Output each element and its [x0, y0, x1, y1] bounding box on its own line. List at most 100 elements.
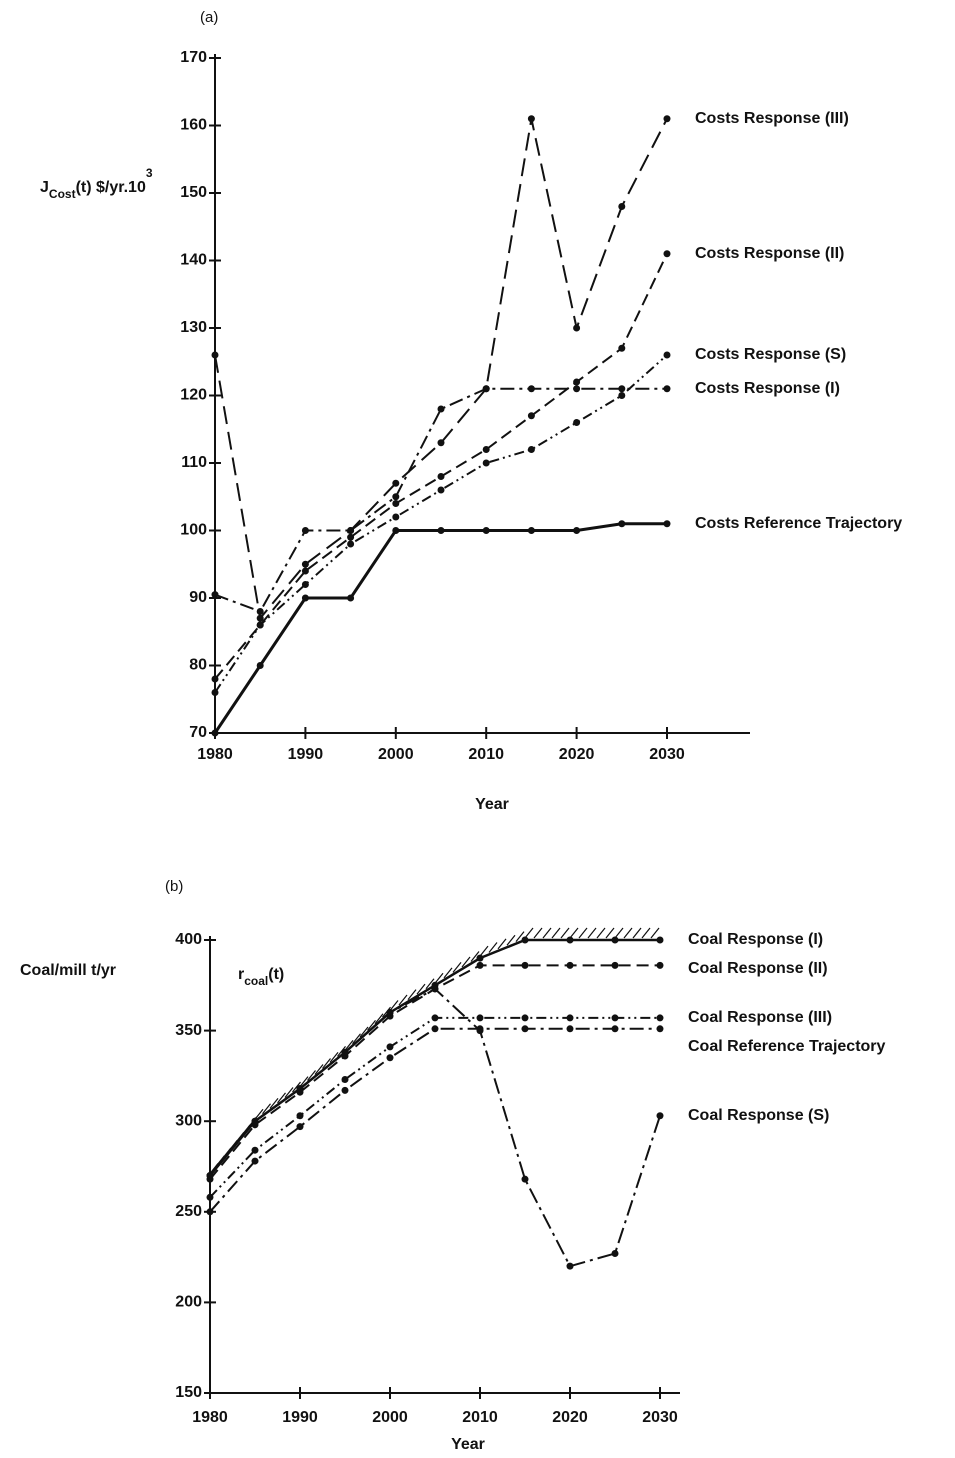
label-part: r — [238, 966, 244, 983]
x-axis-label: Year — [475, 796, 509, 813]
hatch — [560, 927, 570, 939]
point — [341, 1086, 349, 1094]
legend-label: Costs Response (I) — [695, 380, 840, 397]
x-tick-label: 1990 — [282, 1409, 318, 1426]
y-tick-label: 90 — [189, 589, 207, 606]
point — [347, 594, 355, 602]
y-tick-label: 350 — [175, 1022, 202, 1039]
point — [211, 351, 219, 359]
point — [566, 1262, 574, 1270]
point — [656, 1014, 664, 1022]
point — [437, 473, 445, 480]
y-tick-label: 110 — [181, 454, 207, 471]
point — [521, 1025, 529, 1033]
hatch — [389, 1000, 399, 1011]
hatch — [262, 1103, 271, 1115]
point — [482, 459, 490, 467]
y-tick-label: 80 — [189, 657, 207, 674]
hatch — [425, 978, 435, 990]
x-tick-label: 1990 — [288, 746, 324, 763]
hatch — [578, 927, 588, 939]
point — [301, 594, 309, 602]
label-part: coal — [244, 974, 268, 988]
point — [521, 961, 529, 969]
legend-label: Coal Response (II) — [688, 960, 828, 977]
hatch — [506, 934, 516, 946]
point — [618, 520, 626, 528]
point — [386, 1008, 394, 1016]
y-tick-label: 300 — [175, 1112, 202, 1129]
point — [431, 985, 439, 993]
point — [347, 533, 355, 541]
series-line — [214, 253, 668, 680]
point — [211, 675, 219, 683]
x-tick-label: 2010 — [468, 746, 504, 763]
hatch — [314, 1064, 324, 1075]
hatch — [374, 1013, 384, 1025]
point — [527, 412, 535, 420]
point — [656, 1112, 664, 1120]
point — [611, 961, 619, 969]
point — [476, 961, 484, 969]
point — [663, 520, 671, 528]
point — [482, 527, 490, 534]
hatch — [352, 1033, 361, 1045]
series-line — [213, 522, 667, 734]
hatch — [470, 951, 480, 962]
x-tick-label: 2010 — [462, 1409, 498, 1426]
point — [392, 500, 400, 507]
y-tick-label: 200 — [175, 1294, 202, 1311]
point — [251, 1117, 259, 1125]
point — [618, 344, 626, 352]
point — [618, 392, 626, 399]
series-line — [214, 118, 668, 621]
legend-label: Coal Reference Trajectory — [688, 1038, 886, 1055]
point — [482, 446, 490, 453]
point — [431, 1025, 439, 1033]
point — [251, 1146, 259, 1154]
point — [347, 540, 355, 548]
hatch — [443, 967, 453, 979]
point — [566, 936, 574, 944]
legend-label: Costs Response (II) — [695, 245, 844, 262]
point — [527, 115, 535, 123]
point — [521, 1175, 529, 1183]
point — [566, 961, 574, 969]
hatch — [359, 1026, 369, 1038]
point — [206, 1208, 214, 1216]
point — [392, 479, 400, 487]
point — [347, 527, 355, 534]
label-part: (t) — [268, 966, 284, 983]
hatch — [344, 1039, 354, 1051]
point — [476, 1014, 484, 1022]
hatch — [569, 927, 579, 939]
hatch — [479, 945, 489, 957]
x-tick-label: 2000 — [378, 746, 414, 763]
point — [211, 729, 219, 737]
point — [656, 961, 664, 969]
point — [437, 405, 445, 413]
point — [301, 581, 309, 588]
hatch — [452, 962, 462, 973]
point — [256, 614, 264, 622]
point — [301, 560, 309, 568]
hatch — [488, 942, 498, 953]
point — [211, 689, 219, 696]
point — [573, 419, 581, 426]
point — [206, 1172, 214, 1180]
point — [392, 527, 400, 534]
hatch — [284, 1087, 294, 1098]
legend-label: Costs Reference Trajectory — [695, 515, 902, 532]
hatch — [542, 927, 552, 939]
point — [611, 1249, 619, 1257]
hatch — [292, 1081, 301, 1093]
hatch — [322, 1058, 331, 1069]
y-tick-label: 140 — [180, 252, 207, 269]
y-axis-label: rcoal(t) — [238, 966, 284, 988]
point — [341, 1076, 349, 1084]
y-tick-label: 130 — [180, 319, 207, 336]
y-tick-label: 400 — [175, 931, 202, 948]
series-line — [209, 1027, 660, 1213]
point — [251, 1157, 259, 1165]
